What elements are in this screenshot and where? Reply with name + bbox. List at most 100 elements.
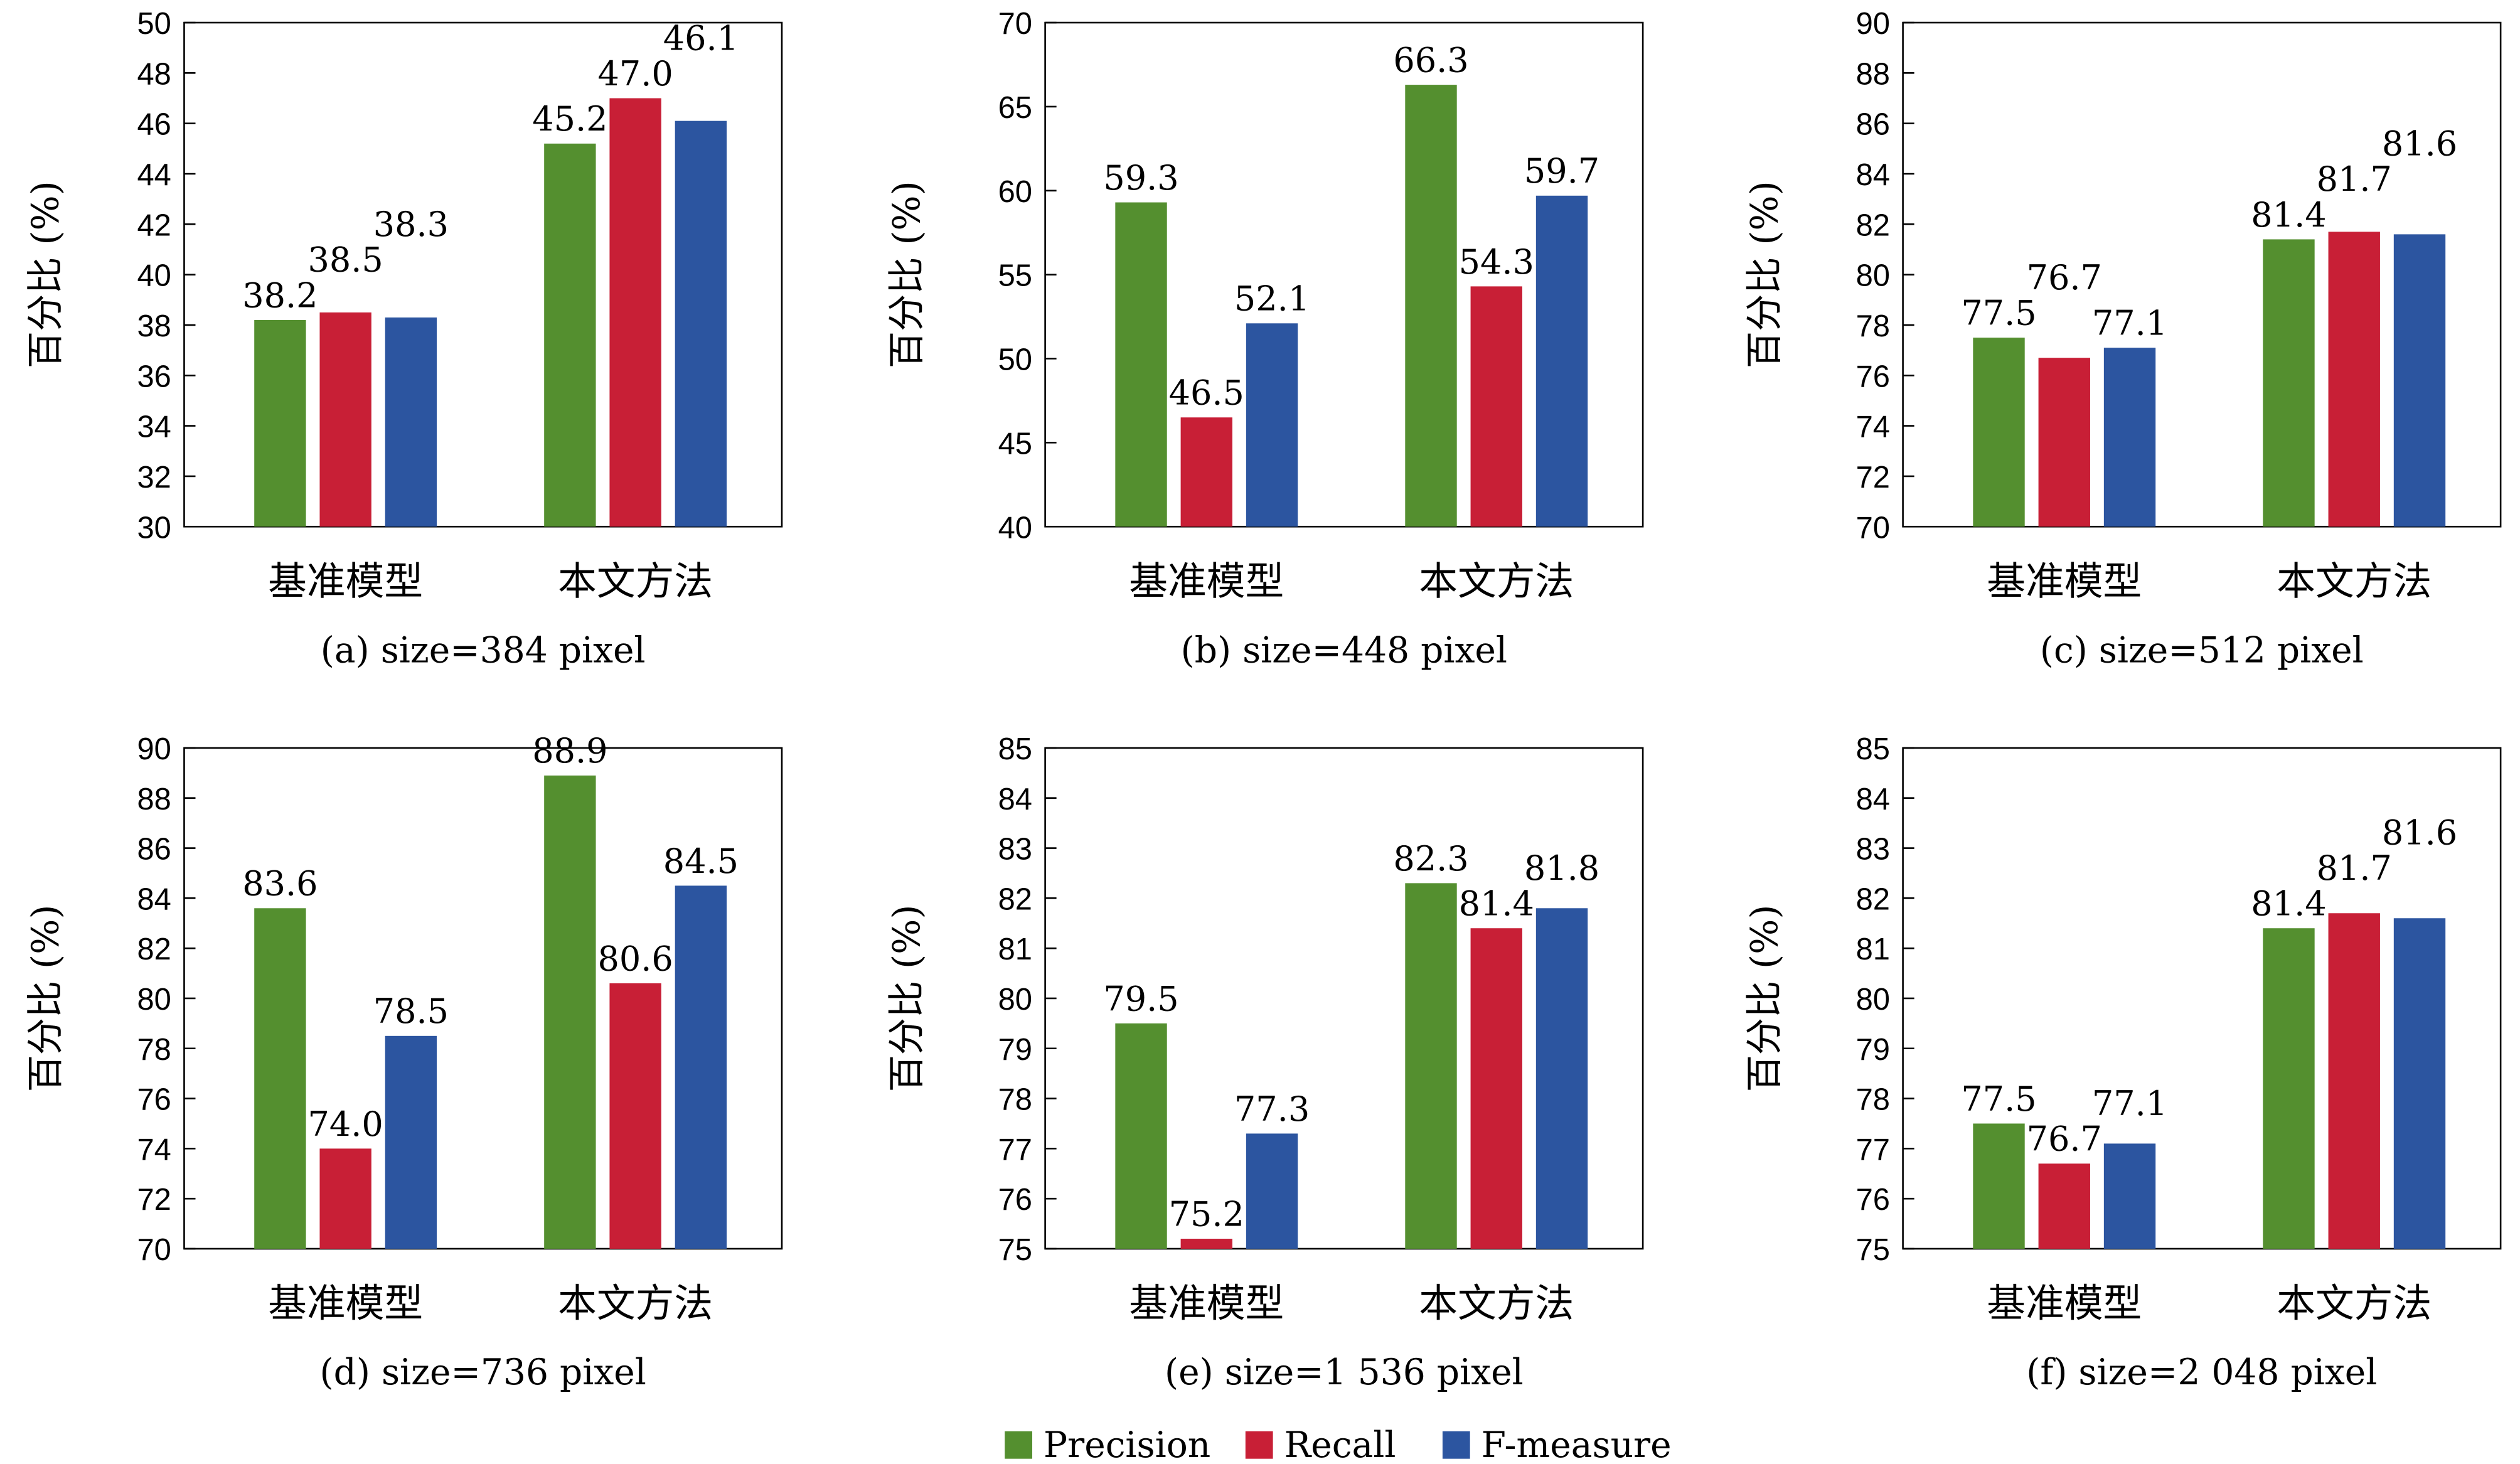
y-tick-label: 85 (1856, 732, 1890, 766)
chart-panel: 30 32 34 36 38 40 42 44 46 48 50 百分比 (%) 基准模型 本文方法 38.… (24, 7, 783, 671)
y-tick-label: 90 (137, 732, 171, 766)
y-tick-label: 75 (998, 1233, 1032, 1267)
y-tick-label: 75 (1856, 1233, 1890, 1267)
legend-swatch (1442, 1431, 1470, 1459)
bar (319, 312, 371, 527)
data-label: 59.3 (1103, 158, 1178, 198)
y-tick-label: 34 (137, 410, 171, 444)
y-tick-label: 72 (137, 1183, 171, 1217)
bar (385, 1035, 437, 1249)
panel-caption: (d) size=736 pixel (320, 1352, 646, 1393)
bar (675, 120, 727, 527)
legend-swatch (1005, 1431, 1033, 1459)
y-tick-label: 50 (998, 343, 1032, 377)
y-tick-label: 38 (137, 309, 171, 343)
bar (1405, 883, 1457, 1249)
y-tick-label: 78 (1856, 309, 1890, 343)
bar (544, 775, 596, 1249)
y-tick-label: 80 (998, 983, 1032, 1017)
x-category-label: 基准模型 (1987, 558, 2142, 604)
bar (1246, 323, 1298, 527)
legend-label: Precision (1044, 1424, 1210, 1464)
data-label: 38.2 (242, 275, 318, 315)
y-tick-label: 76 (998, 1183, 1032, 1217)
data-label: 46.5 (1169, 373, 1244, 413)
y-tick-label: 44 (137, 158, 171, 192)
y-tick-label: 84 (1856, 158, 1890, 192)
y-tick-label: 88 (1856, 57, 1890, 91)
x-category-label: 本文方法 (2277, 1281, 2432, 1326)
bar (1180, 1239, 1232, 1249)
data-label: 81.4 (2251, 195, 2326, 235)
y-tick-label: 84 (998, 783, 1032, 816)
chart-panel: 40 45 50 55 60 65 70 百分比 (%) 基准模型 本文方法 59.3 46.5 52.… (885, 7, 1644, 671)
y-tick-label: 81 (998, 932, 1032, 966)
bar (609, 983, 661, 1249)
data-label: 84.5 (663, 842, 739, 881)
y-tick-label: 74 (137, 1133, 171, 1167)
chart-panel: 70 72 74 76 78 80 82 84 86 88 90 百分比 (%) 基准模型 本文方法 83.… (24, 731, 783, 1393)
y-tick-label: 88 (137, 783, 171, 816)
bar (1115, 202, 1167, 527)
data-label: 77.5 (1961, 1079, 2036, 1119)
data-label: 74.0 (307, 1104, 383, 1144)
panel-caption: (a) size=384 pixel (321, 629, 646, 671)
legend-swatch (1245, 1431, 1273, 1459)
y-tick-label: 74 (1856, 410, 1890, 444)
y-tick-label: 30 (137, 511, 171, 545)
y-axis-label: 百分比 (%) (1743, 905, 1786, 1093)
panel-caption: (b) size=448 pixel (1181, 629, 1507, 671)
y-tick-label: 48 (137, 57, 171, 91)
data-label: 78.5 (373, 991, 449, 1031)
x-category-label: 基准模型 (268, 558, 423, 604)
bar (609, 98, 661, 527)
x-category-label: 本文方法 (1419, 1281, 1574, 1326)
y-tick-label: 83 (998, 833, 1032, 867)
y-tick-label: 77 (998, 1133, 1032, 1167)
data-label: 76.7 (2027, 1119, 2102, 1159)
y-tick-label: 45 (998, 427, 1032, 461)
y-tick-label: 82 (998, 882, 1032, 916)
y-tick-label: 32 (137, 461, 171, 494)
y-tick-label: 76 (1856, 1183, 1890, 1217)
y-tick-label: 90 (1856, 7, 1890, 41)
data-label: 38.3 (373, 205, 449, 244)
data-label: 47.0 (597, 54, 673, 94)
data-label: 45.2 (532, 99, 607, 139)
bar (2393, 234, 2446, 527)
x-category-label: 本文方法 (2277, 558, 2432, 604)
chart-panel: 75 76 77 78 79 80 81 82 83 84 85 百分比 (%) 基准模型 本文方法 77.… (1743, 732, 2502, 1393)
y-tick-label: 55 (998, 259, 1032, 293)
bar (1115, 1023, 1167, 1249)
data-label: 77.1 (2092, 1084, 2167, 1123)
data-label: 80.6 (597, 939, 673, 978)
data-label: 54.3 (1459, 242, 1534, 282)
panel-caption: (c) size=512 pixel (2040, 629, 2364, 671)
chart-panel: 70 72 74 76 78 80 82 84 86 88 90 百分比 (%) 基准模型 本文方法 77.… (1743, 7, 2502, 671)
data-label: 83.6 (242, 864, 318, 904)
y-tick-label: 76 (137, 1083, 171, 1117)
bar (2103, 348, 2156, 527)
y-tick-label: 81 (1856, 932, 1890, 966)
y-tick-label: 82 (1856, 882, 1890, 916)
y-tick-label: 84 (137, 882, 171, 916)
data-label: 82.3 (1393, 839, 1468, 879)
bar (2263, 928, 2315, 1249)
bar (1180, 417, 1232, 527)
y-tick-label: 80 (137, 983, 171, 1017)
data-label: 38.5 (307, 240, 383, 280)
bar (1535, 195, 1588, 527)
x-category-label: 基准模型 (268, 1281, 423, 1326)
y-tick-label: 65 (998, 91, 1032, 125)
y-tick-label: 50 (137, 7, 171, 41)
y-tick-label: 86 (137, 833, 171, 867)
y-tick-label: 70 (1856, 511, 1890, 545)
legend-label: Recall (1284, 1424, 1396, 1464)
y-tick-label: 79 (1856, 1033, 1890, 1067)
data-label: 81.7 (2317, 848, 2392, 888)
legend: Precision Recall F-measure (1005, 1424, 1672, 1464)
bar (319, 1148, 371, 1249)
panel-caption: (f) size=2 048 pixel (2026, 1352, 2377, 1393)
bar (544, 143, 596, 527)
